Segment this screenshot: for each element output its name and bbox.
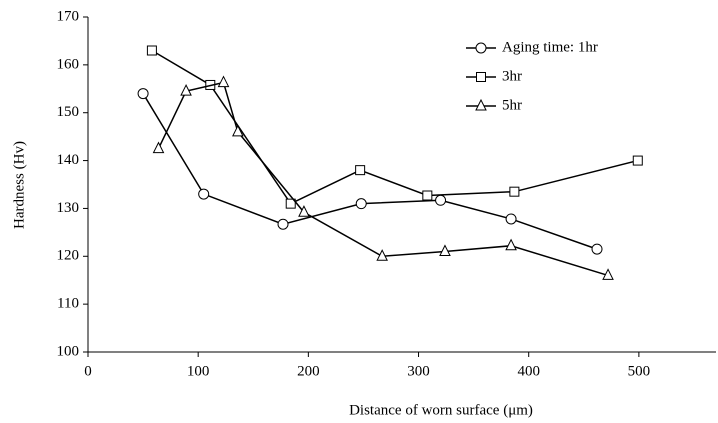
y-tick-label: 100 — [57, 343, 80, 359]
x-tick-label: 0 — [84, 363, 92, 379]
x-tick-label: 500 — [628, 363, 651, 379]
series-line — [142, 93, 598, 250]
marker — [298, 205, 310, 217]
marker — [198, 188, 210, 200]
marker — [632, 155, 643, 166]
x-tick-label: 200 — [297, 363, 320, 379]
x-tick-label: 100 — [187, 363, 210, 379]
marker — [476, 72, 486, 82]
y-tick-label: 160 — [57, 56, 80, 72]
legend-label: 5hr — [502, 97, 522, 113]
y-tick-label: 130 — [57, 200, 80, 216]
marker — [505, 238, 517, 251]
y-tick-label: 110 — [57, 296, 79, 312]
marker — [277, 218, 289, 230]
y-tick-label: 140 — [57, 152, 80, 168]
marker — [152, 141, 165, 154]
marker — [355, 198, 367, 210]
marker — [285, 198, 296, 209]
marker — [439, 244, 451, 256]
x-tick-label: 400 — [517, 363, 540, 379]
y-axis-label: Hardness (Hv) — [11, 141, 27, 229]
marker — [591, 243, 603, 255]
legend-label: 3hr — [502, 68, 522, 84]
marker — [602, 268, 614, 280]
marker — [435, 194, 447, 206]
marker — [355, 165, 366, 176]
marker — [232, 124, 244, 137]
marker — [180, 84, 192, 96]
marker — [475, 98, 487, 111]
marker — [475, 42, 487, 54]
y-tick-label: 120 — [57, 248, 80, 264]
marker — [376, 249, 388, 261]
legend-label: Aging time: 1hr — [502, 39, 598, 55]
series-line — [151, 49, 638, 205]
marker — [217, 75, 230, 88]
marker — [505, 213, 517, 225]
y-tick-label: 150 — [57, 104, 80, 120]
marker — [422, 190, 433, 201]
y-tick-label: 170 — [57, 8, 80, 24]
x-tick-label: 300 — [407, 363, 430, 379]
x-axis-label: Distance of worn surface (μm) — [349, 402, 533, 418]
marker — [146, 45, 157, 56]
marker — [137, 88, 149, 100]
marker — [509, 186, 520, 197]
